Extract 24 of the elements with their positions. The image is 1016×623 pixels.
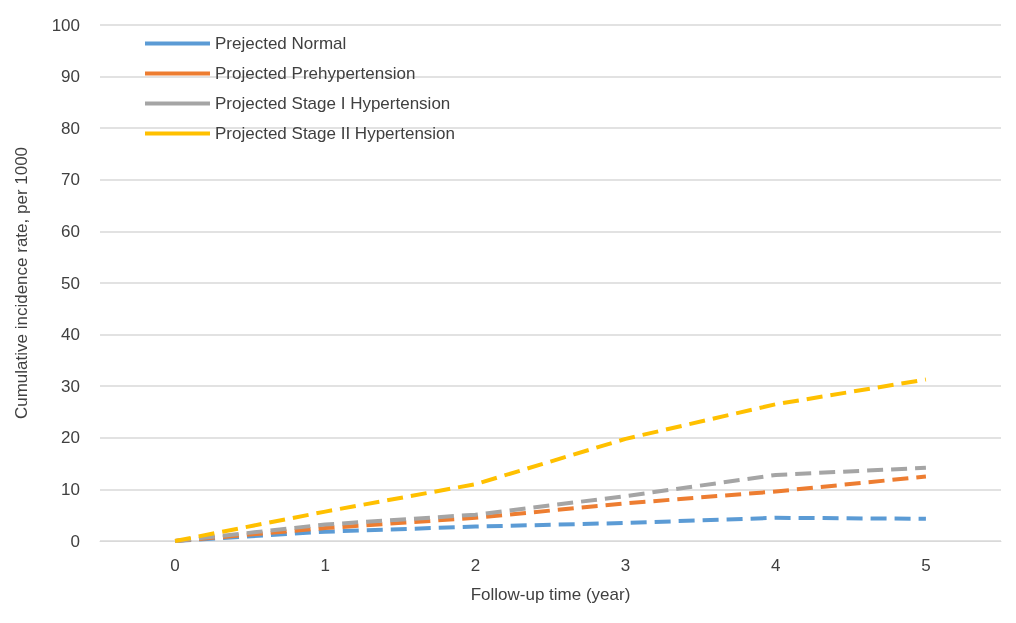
x-tick-label: 5 [921, 556, 931, 575]
legend-label: Prejected Normal [215, 34, 347, 53]
y-tick-label: 60 [61, 221, 80, 241]
y-axis-title: Cumulative incidence rate, per 1000 [12, 146, 31, 420]
y-tick-label: 100 [51, 15, 80, 35]
y-tick-label: 10 [61, 479, 80, 499]
x-tick-label: 3 [620, 556, 631, 575]
y-tick-label: 40 [61, 325, 80, 345]
x-tick-label: 4 [771, 556, 781, 575]
y-tick-label: 70 [61, 170, 80, 190]
y-tick-label: 80 [61, 118, 80, 138]
y-tick-label: 50 [61, 273, 80, 293]
legend-label: Projected Stage I Hypertension [215, 94, 451, 113]
line-series [173, 377, 928, 543]
x-tick-label: 1 [320, 556, 330, 575]
y-tick-label: 0 [70, 531, 80, 551]
y-tick-label: 30 [61, 376, 80, 396]
y-tick-label: 20 [61, 428, 80, 448]
x-axis-title: Follow-up time (year) [470, 585, 631, 604]
y-tick-label: 90 [61, 67, 80, 87]
x-tick-label: 0 [170, 556, 180, 575]
legend-label: Projected Stage II Hypertension [215, 124, 456, 143]
legend-label: Projected Prehypertension [215, 64, 416, 83]
x-tick-label: 2 [470, 556, 481, 575]
